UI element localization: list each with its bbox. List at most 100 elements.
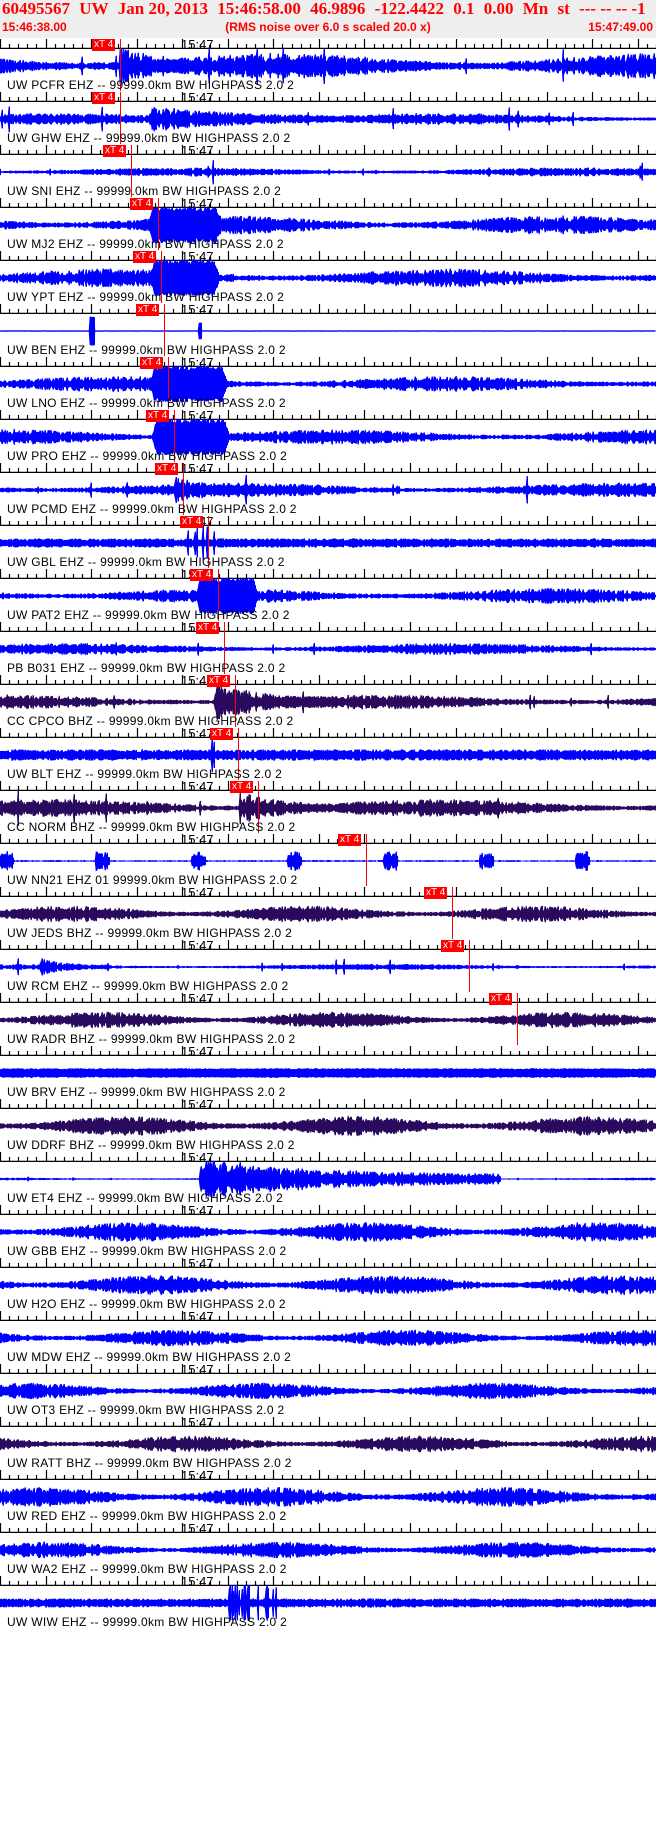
pick-label[interactable]: xT 4 xyxy=(146,410,170,422)
pick-label[interactable]: xT 4 xyxy=(103,145,127,157)
time-axis xyxy=(0,197,656,208)
pick-label[interactable]: xT 4 xyxy=(92,39,116,51)
waveform-trace[interactable] xyxy=(0,1002,656,1038)
channel-label: UW LNO EHZ -- 99999.0km BW HIGHPASS 2.0 … xyxy=(7,396,286,409)
waveform-trace[interactable] xyxy=(0,366,656,402)
waveform-trace[interactable] xyxy=(0,1426,656,1462)
channel-label: UW SNI EHZ -- 99999.0km BW HIGHPASS 2.0 … xyxy=(7,184,281,197)
waveform-trace[interactable] xyxy=(0,631,656,667)
waveform-trace[interactable] xyxy=(0,525,656,561)
trace-row[interactable]: 15:47 xT 4 UW RADR BHZ -- 99999.0km BW HIG… xyxy=(0,992,656,1045)
pick-label[interactable]: xT 4 xyxy=(180,516,204,528)
channel-label: UW PCMD EHZ -- 99999.0km BW HIGHPASS 2.0… xyxy=(7,502,297,515)
pick-label[interactable]: xT 4 xyxy=(230,781,254,793)
trace-row[interactable]: 15:47 xT 4 UW NN21 EHZ 01 99999.0km BW HIG… xyxy=(0,833,656,886)
waveform-trace[interactable] xyxy=(0,1108,656,1144)
pick-time-line xyxy=(469,940,470,992)
trace-row[interactable]: 15:47 xT 4 UW MJ2 EHZ -- 99999.0km BW HIGH… xyxy=(0,197,656,250)
trace-row[interactable]: 15:47 UW MDW EHZ -- 99999.0km BW HIGHPASS… xyxy=(0,1310,656,1363)
waveform-trace[interactable] xyxy=(0,1373,656,1409)
trace-row[interactable]: 15:47 xT 4 UW SNI EHZ -- 99999.0km BW HIGH… xyxy=(0,144,656,197)
pick-label[interactable]: xT 4 xyxy=(155,463,179,475)
pick-label[interactable]: xT 4 xyxy=(190,569,214,581)
time-axis xyxy=(0,515,656,526)
waveform-trace[interactable] xyxy=(0,896,656,932)
trace-row[interactable]: 15:47 xT 4 UW RCM EHZ -- 99999.0km BW HIGH… xyxy=(0,939,656,992)
pick-label[interactable]: xT 4 xyxy=(424,887,448,899)
waveform-trace[interactable] xyxy=(0,843,656,879)
waveform-trace[interactable] xyxy=(0,260,656,296)
event-id: 60495567 xyxy=(2,0,70,18)
trace-row[interactable]: 15:47 xT 4 UW PCFR EHZ -- 99999.0km BW HIG… xyxy=(0,38,656,91)
pick-label[interactable]: xT 4 xyxy=(130,198,154,210)
waveform-trace[interactable] xyxy=(0,949,656,985)
pick-label[interactable]: xT 4 xyxy=(92,92,116,104)
waveform-trace[interactable] xyxy=(0,1320,656,1356)
waveform-trace[interactable] xyxy=(0,419,656,455)
trace-row[interactable]: 15:47 xT 4 UW LNO EHZ -- 99999.0km BW HIGH… xyxy=(0,356,656,409)
trace-row[interactable]: 15:47 UW OT3 EHZ -- 99999.0km BW HIGHPASS… xyxy=(0,1363,656,1416)
trace-row[interactable]: 15:47 xT 4 UW BLT EHZ -- 99999.0km BW HIGH… xyxy=(0,727,656,780)
time-axis xyxy=(0,1257,656,1268)
trace-row[interactable]: 15:47 UW H2O EHZ -- 99999.0km BW HIGHPASS… xyxy=(0,1257,656,1310)
trace-row[interactable]: 15:47 UW ET4 EHZ -- 99999.0km BW HIGHPASS… xyxy=(0,1151,656,1204)
window-start-time: 15:46:38.00 xyxy=(2,20,67,34)
pick-label[interactable]: xT 4 xyxy=(140,357,164,369)
time-axis xyxy=(0,1098,656,1109)
axis-time-label: 15:47 xyxy=(181,250,214,264)
waveform-trace[interactable] xyxy=(0,1267,656,1303)
trace-row[interactable]: 15:47 UW GBB EHZ -- 99999.0km BW HIGHPASS… xyxy=(0,1204,656,1257)
trace-row[interactable]: 15:47 xT 4 UW PRO EHZ -- 99999.0km BW HIGH… xyxy=(0,409,656,462)
trace-row[interactable]: 15:47 xT 4 UW JEDS BHZ -- 99999.0km BW HIG… xyxy=(0,886,656,939)
time-axis xyxy=(0,303,656,314)
pick-time-line xyxy=(366,834,367,886)
pick-label[interactable]: xT 4 xyxy=(133,251,157,263)
pick-label[interactable]: xT 4 xyxy=(489,993,513,1005)
pick-label[interactable]: xT 4 xyxy=(210,728,234,740)
waveform-trace[interactable] xyxy=(0,737,656,773)
waveform-trace[interactable] xyxy=(0,578,656,614)
axis-time-label: 15:47 xyxy=(181,1204,214,1218)
waveform-trace[interactable] xyxy=(0,1585,656,1621)
waveform-trace[interactable] xyxy=(0,48,656,84)
waveform-trace[interactable] xyxy=(0,154,656,190)
trace-row[interactable]: 15:47 UW RED EHZ -- 99999.0km BW HIGHPASS… xyxy=(0,1469,656,1522)
time-axis xyxy=(0,462,656,473)
waveform-trace[interactable] xyxy=(0,1055,656,1091)
trace-row[interactable]: 15:47 xT 4 CC CPCO BHZ -- 99999.0km BW HIG… xyxy=(0,674,656,727)
time-axis xyxy=(0,621,656,632)
trace-row[interactable]: 15:47 xT 4 CC NORM BHZ -- 99999.0km BW HIG… xyxy=(0,780,656,833)
trace-row[interactable]: 15:47 xT 4 UW BEN EHZ -- 99999.0km BW HIGH… xyxy=(0,303,656,356)
trace-row[interactable]: 15:47 UW WA2 EHZ -- 99999.0km BW HIGHPASS… xyxy=(0,1522,656,1575)
trace-row[interactable]: 15:47 xT 4 UW GHW EHZ -- 99999.0km BW HIGH… xyxy=(0,91,656,144)
time-axis xyxy=(0,1522,656,1533)
trace-row[interactable]: 15:47 UW RATT BHZ -- 99999.0km BW HIGHPAS… xyxy=(0,1416,656,1469)
waveform-trace[interactable] xyxy=(0,1532,656,1568)
waveform-trace[interactable] xyxy=(0,472,656,508)
trace-row[interactable]: 15:47 UW BRV EHZ -- 99999.0km BW HIGHPASS… xyxy=(0,1045,656,1098)
waveform-trace[interactable] xyxy=(0,684,656,720)
waveform-trace[interactable] xyxy=(0,1214,656,1250)
trace-row[interactable]: 15:47 xT 4 UW YPT EHZ -- 99999.0km BW HIGH… xyxy=(0,250,656,303)
waveform-trace[interactable] xyxy=(0,790,656,826)
pick-label[interactable]: xT 4 xyxy=(136,304,160,316)
channel-label: PB B031 EHZ -- 99999.0km BW HIGHPASS 2.0… xyxy=(7,661,285,674)
waveform-trace[interactable] xyxy=(0,101,656,137)
pick-label[interactable]: xT 4 xyxy=(441,940,465,952)
trace-row[interactable]: 15:47 UW DDRF BHZ -- 99999.0km BW HIGHPAS… xyxy=(0,1098,656,1151)
time-axis xyxy=(0,356,656,367)
waveform-trace[interactable] xyxy=(0,1479,656,1515)
pick-label[interactable]: xT 4 xyxy=(196,622,220,634)
trace-row[interactable]: 15:47 UW WIW EHZ -- 99999.0km BW HIGHPASS… xyxy=(0,1575,656,1628)
trace-row[interactable]: 15:47 xT 4 UW PCMD EHZ -- 99999.0km BW HIG… xyxy=(0,462,656,515)
waveform-trace[interactable] xyxy=(0,1161,656,1197)
waveform-trace[interactable] xyxy=(0,207,656,243)
pick-time-line xyxy=(258,781,259,833)
pick-time-line xyxy=(183,463,184,515)
pick-label[interactable]: xT 4 xyxy=(338,834,362,846)
waveform-trace[interactable] xyxy=(0,313,656,349)
pick-label[interactable]: xT 4 xyxy=(207,675,231,687)
